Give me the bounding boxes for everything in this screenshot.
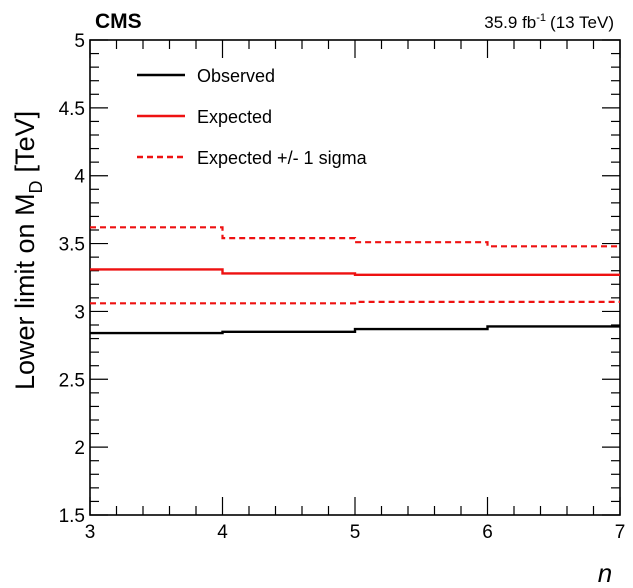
legend: Observed Expected Expected +/- 1 sigma <box>137 66 368 168</box>
plot-frame <box>89 39 621 516</box>
x-tick-label: 3 <box>85 522 96 543</box>
y-tick-label: 4 <box>74 167 85 188</box>
y-tick-label: 1.5 <box>59 506 85 527</box>
x-tick-label: 7 <box>615 522 626 543</box>
series-line-3 <box>90 300 620 305</box>
y-tick-label: 5 <box>74 31 85 52</box>
legend-label-0: Observed <box>197 66 275 86</box>
axis-ticks: 1.5 2 2.5 3 3.5 4 4.5 5 3 4 5 6 7 <box>59 31 626 543</box>
series-line-0 <box>90 325 620 335</box>
x-axis-title: n <box>598 558 612 588</box>
x-tick-label: 4 <box>217 522 228 543</box>
y-tick-label: 3.5 <box>59 235 85 256</box>
y-tick-label: 2.5 <box>59 370 85 391</box>
series-line-1 <box>90 268 620 276</box>
y-axis-title: Lower limit on MD[TeV] <box>10 111 46 390</box>
series-lines <box>90 226 620 335</box>
legend-label-2: Expected +/- 1 sigma <box>197 148 368 168</box>
series-line-2 <box>90 226 620 248</box>
plot-area: 1.5 2 2.5 3 3.5 4 4.5 5 3 4 5 6 7 <box>59 31 626 543</box>
y-tick-label: 2 <box>74 438 85 459</box>
y-tick-label: 4.5 <box>59 99 85 120</box>
legend-label-1: Expected <box>197 107 272 127</box>
luminosity-label: 35.9 fb-1 (13 TeV) <box>484 12 614 32</box>
x-tick-label: 6 <box>482 522 493 543</box>
x-tick-label: 5 <box>350 522 361 543</box>
y-tick-label: 3 <box>74 302 85 323</box>
experiment-label: CMS <box>95 10 142 33</box>
